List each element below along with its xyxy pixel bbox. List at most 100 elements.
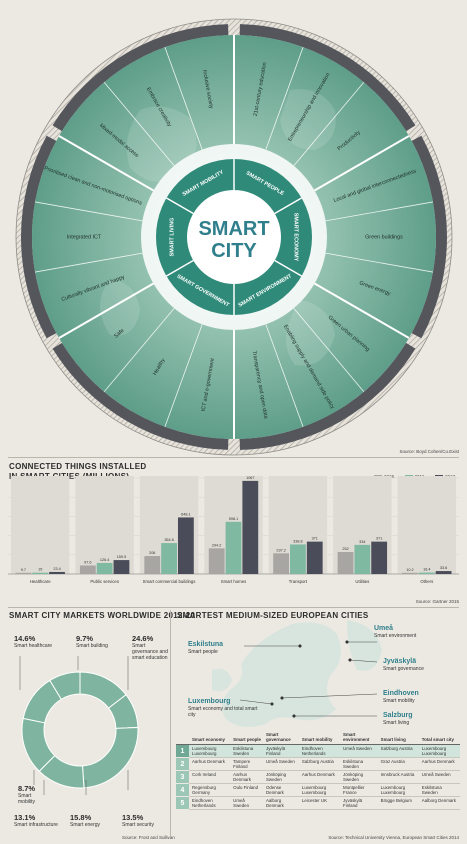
market-healthcare: 14.6% Smart healthcare	[14, 634, 53, 649]
bar-value-label: 9.7	[21, 568, 26, 572]
col-header: Smart environment	[340, 732, 378, 745]
markets-title: SMART CITY MARKETS WORLDWIDE 2012-20	[9, 611, 196, 620]
table-cell: Jönköping Sweden	[263, 770, 299, 784]
bar-value-label: 10.2	[406, 568, 413, 572]
bar	[32, 572, 49, 574]
table-cell: Montpellier France	[340, 783, 378, 797]
bar-value-label: 294.2	[212, 543, 222, 547]
table-header-row: Smart economy Smart people Smart governa…	[176, 732, 460, 745]
table-cell: Jyväskylä Finland	[263, 744, 299, 758]
callout-eindhoven: Eindhoven Smart mobility	[383, 690, 419, 704]
table-row: 1 Luxembourg Luxembourg Eskilstuna Sweden J…	[176, 744, 460, 758]
bar-value-label: 126.4	[100, 558, 110, 562]
bar	[337, 552, 354, 574]
table-cell: Luxembourg Luxembourg	[377, 783, 419, 797]
category-label: Smart homes	[221, 579, 247, 584]
cities-ranking-table: Smart economy Smart people Smart governa…	[176, 732, 460, 810]
category-label: Others	[420, 579, 433, 584]
bar-value-label: 15	[38, 568, 42, 572]
table-cell: Eskilstuna Sweden	[340, 757, 378, 771]
table-cell: Aarhus Denmark	[189, 757, 231, 771]
segment-label: Green buildings	[365, 234, 403, 240]
table-cell: Eindhoven Netherlands	[189, 796, 231, 810]
col-header: Smart economy	[189, 732, 231, 745]
bar	[273, 553, 290, 574]
bar	[402, 572, 418, 574]
table-cell: Aarhus Denmark	[230, 770, 263, 784]
callout-luxembourg: Luxembourg Smart economy and total smart …	[188, 698, 258, 718]
dimension-arc	[52, 342, 229, 450]
callout-umea: Umeå Smart environment	[374, 625, 417, 639]
table-row: 2 Aarhus Denmark Tampere Finland Umeå Swede…	[176, 757, 460, 771]
bar	[435, 571, 452, 574]
connected-title-line1: CONNECTED THINGS INSTALLED	[9, 462, 147, 471]
table-cell: Jönköping Sweden	[340, 770, 378, 784]
bar	[177, 517, 194, 574]
rank-number: 4	[176, 783, 189, 797]
bar	[418, 572, 435, 574]
bar-source: Source: Gartner 2015	[415, 599, 459, 604]
market-infrastructure: 13.1% Smart infrastructure	[14, 813, 58, 828]
table-cell: Aalborg Denmark	[263, 796, 299, 810]
table-cell: Aarhus Denmark	[418, 757, 460, 771]
bar-value-label: 206	[149, 551, 155, 555]
callout-salzburg: Salzburg Smart living	[383, 712, 413, 726]
markets-donut-chart	[21, 671, 139, 789]
bar-value-label: 23.4	[53, 567, 60, 571]
center-title-line2: CITY	[211, 240, 257, 262]
bar-value-label: 354.6	[164, 538, 174, 542]
cities-title: SMARTEST MEDIUM-SIZED EUROPEAN CITIES	[177, 611, 369, 620]
bar-value-label: 338.8	[293, 539, 303, 543]
table-cell: Salzburg Austria	[377, 744, 419, 758]
bar	[96, 562, 113, 574]
bar-value-label: 371	[312, 537, 318, 541]
dimension-label: SMART LIVING	[169, 218, 175, 257]
world-map-texture	[100, 89, 336, 366]
cities-source: Source: Technical University Vienna, Eur…	[328, 835, 459, 840]
table-cell: Brügge Belgium	[377, 796, 419, 810]
table-cell: Graz Austria	[377, 757, 419, 771]
table-cell: Umeå Sweden	[340, 744, 378, 758]
table-cell: Regensburg Germany	[189, 783, 231, 797]
bar	[208, 548, 225, 574]
market-governance: 24.6% Smart governance and smart educatio…	[132, 634, 168, 661]
bar-value-label: 16.4	[423, 568, 430, 572]
center-title-line1: SMART	[198, 218, 269, 240]
dimension-arc	[411, 135, 448, 339]
category-label: Healthcare	[30, 579, 51, 584]
category-label: Smart commercial buildings	[143, 579, 196, 584]
table-cell: Eskilstuna Sweden	[418, 783, 460, 797]
dimension-arc	[20, 135, 57, 339]
col-header: Smart mobility	[298, 732, 341, 745]
table-cell: Jyväskylä Finland	[340, 796, 378, 810]
bar	[306, 541, 323, 574]
rank-number: 5	[176, 796, 189, 810]
table-cell: Salzburg Austria	[298, 757, 341, 771]
callout-eskilstuna: Eskilstuna Smart people	[188, 641, 224, 655]
segment-label: Safe	[113, 328, 125, 340]
table-cell: Leicester UK	[298, 796, 341, 810]
col-header: Smart living	[377, 732, 419, 745]
market-mobility: 8.7% Smart mobility	[18, 784, 36, 805]
smart-city-wheel: 21st-century education Entrepreneurship a…	[15, 18, 453, 456]
category-panel	[75, 476, 134, 574]
segment-label: Integrated ICT	[67, 234, 102, 240]
table-row: 5 Eindhoven Netherlands Umeå Sweden Aalborg…	[176, 796, 460, 810]
category-label: Transport	[289, 579, 308, 584]
bar	[144, 556, 161, 574]
table-cell: Eindhoven Netherlands	[298, 744, 341, 758]
col-header: Smart people	[230, 732, 263, 745]
bar-value-label: 33.6	[440, 566, 447, 570]
rank-number: 2	[176, 757, 189, 771]
bar	[113, 560, 130, 574]
rank-number: 3	[176, 770, 189, 784]
table-cell: Umeå Sweden	[263, 757, 299, 771]
table-cell: Tampere Finland	[230, 757, 263, 771]
category-panel	[397, 476, 456, 574]
table-cell: Innsbruck Austria	[377, 770, 419, 784]
europe-map	[212, 620, 382, 728]
market-building: 9.7% Smart building	[76, 634, 108, 649]
table-row: 4 Regensburg Germany Oulu Finland Odense De…	[176, 783, 460, 797]
table-cell: Aalborg Denmark	[418, 796, 460, 810]
table-row: 3 Cork Ireland Aarhus Denmark Jönköping Swe…	[176, 770, 460, 784]
